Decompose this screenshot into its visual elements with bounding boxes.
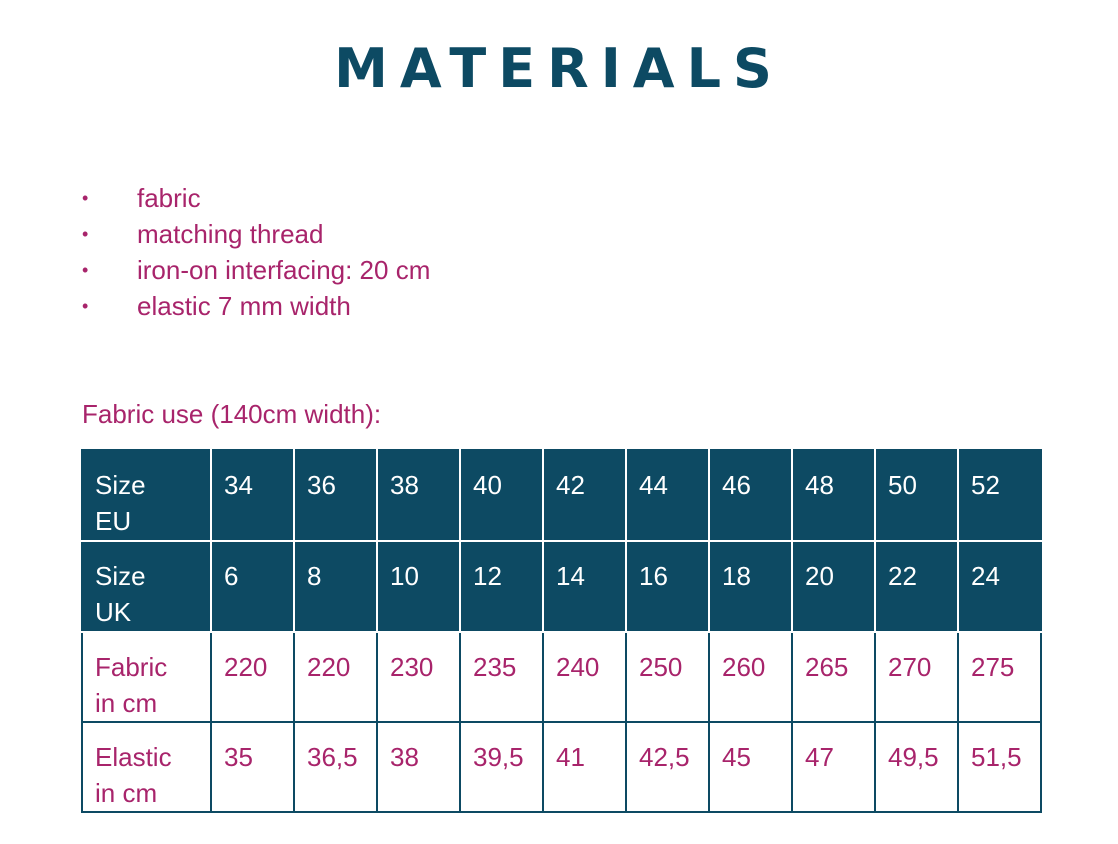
- row-header-cell: Elastic in cm: [81, 721, 212, 813]
- table-cell: 270: [874, 631, 959, 723]
- list-item-text: elastic 7 mm width: [137, 291, 351, 321]
- row-header-line: in cm: [95, 778, 158, 808]
- row-header-line: EU: [95, 506, 132, 536]
- row-header-cell: Size UK: [81, 540, 212, 633]
- table-cell: 39,5: [459, 721, 544, 813]
- table-cell: 36,5: [293, 721, 378, 813]
- table-cell: 36: [293, 449, 378, 542]
- table-cell: 46: [708, 449, 793, 542]
- fabric-use-heading: Fabric use (140cm width):: [82, 399, 382, 429]
- materials-list: • fabric • matching thread • iron-on interf…: [82, 180, 430, 324]
- table-cell: 14: [542, 540, 627, 633]
- table-cell: 51,5: [957, 721, 1042, 813]
- page-title: MATERIALS: [334, 37, 784, 100]
- table-cell: 40: [459, 449, 544, 542]
- table-cell: 34: [210, 449, 295, 542]
- table-cell: 265: [791, 631, 876, 723]
- table-cell: 250: [625, 631, 710, 723]
- list-item-text: iron-on interfacing: 20 cm: [137, 255, 431, 285]
- table-cell: 41: [542, 721, 627, 813]
- table-cell: 22: [874, 540, 959, 633]
- bullet-icon: •: [82, 296, 89, 316]
- table-cell: 38: [376, 721, 461, 813]
- table-cell: 275: [957, 631, 1042, 723]
- fabric-row: Fabric in cm 220 220 230 235 240 250 260 265 270 27…: [81, 631, 1042, 723]
- table-cell: 20: [791, 540, 876, 633]
- table-cell: 24: [957, 540, 1042, 633]
- table-cell: 260: [708, 631, 793, 723]
- size-table: Size EU 34 36 38 40 42 44 46 48 50 52 Size UK 6 8 10 12 14…: [81, 449, 1042, 813]
- table-cell: 12: [459, 540, 544, 633]
- table-cell: 50: [874, 449, 959, 542]
- table-cell: 49,5: [874, 721, 959, 813]
- table-cell: 235: [459, 631, 544, 723]
- table-cell: 230: [376, 631, 461, 723]
- list-item: • iron-on interfacing: 20 cm: [82, 252, 430, 288]
- table-cell: 18: [708, 540, 793, 633]
- row-header-cell: Fabric in cm: [81, 631, 212, 723]
- table-cell: 42: [542, 449, 627, 542]
- row-header-line: Size: [95, 470, 146, 500]
- table-cell: 35: [210, 721, 295, 813]
- table-cell: 38: [376, 449, 461, 542]
- table-cell: 47: [791, 721, 876, 813]
- table-cell: 48: [791, 449, 876, 542]
- list-item: • fabric: [82, 180, 430, 216]
- table-cell: 16: [625, 540, 710, 633]
- elastic-row: Elastic in cm 35 36,5 38 39,5 41 42,5 45 47 49,5 51…: [81, 721, 1042, 813]
- bullet-icon: •: [82, 188, 89, 208]
- table-cell: 220: [293, 631, 378, 723]
- table-cell: 45: [708, 721, 793, 813]
- list-item-text: fabric: [137, 183, 201, 213]
- row-header-line: Elastic: [95, 742, 172, 772]
- list-item: • matching thread: [82, 216, 430, 252]
- table-cell: 220: [210, 631, 295, 723]
- list-item-text: matching thread: [137, 219, 324, 249]
- table-cell: 44: [625, 449, 710, 542]
- size-eu-row: Size EU 34 36 38 40 42 44 46 48 50 52: [81, 449, 1042, 542]
- table-cell: 8: [293, 540, 378, 633]
- table-cell: 6: [210, 540, 295, 633]
- row-header-cell: Size EU: [81, 449, 212, 542]
- row-header-line: UK: [95, 597, 132, 627]
- row-header-line: Fabric: [95, 652, 168, 682]
- table-cell: 52: [957, 449, 1042, 542]
- list-item: • elastic 7 mm width: [82, 288, 430, 324]
- row-header-line: Size: [95, 561, 146, 591]
- size-uk-row: Size UK 6 8 10 12 14 16 18 20 22 24: [81, 540, 1042, 633]
- table-cell: 10: [376, 540, 461, 633]
- bullet-icon: •: [82, 260, 89, 280]
- bullet-icon: •: [82, 224, 89, 244]
- row-header-line: in cm: [95, 688, 158, 718]
- table-cell: 240: [542, 631, 627, 723]
- table-cell: 42,5: [625, 721, 710, 813]
